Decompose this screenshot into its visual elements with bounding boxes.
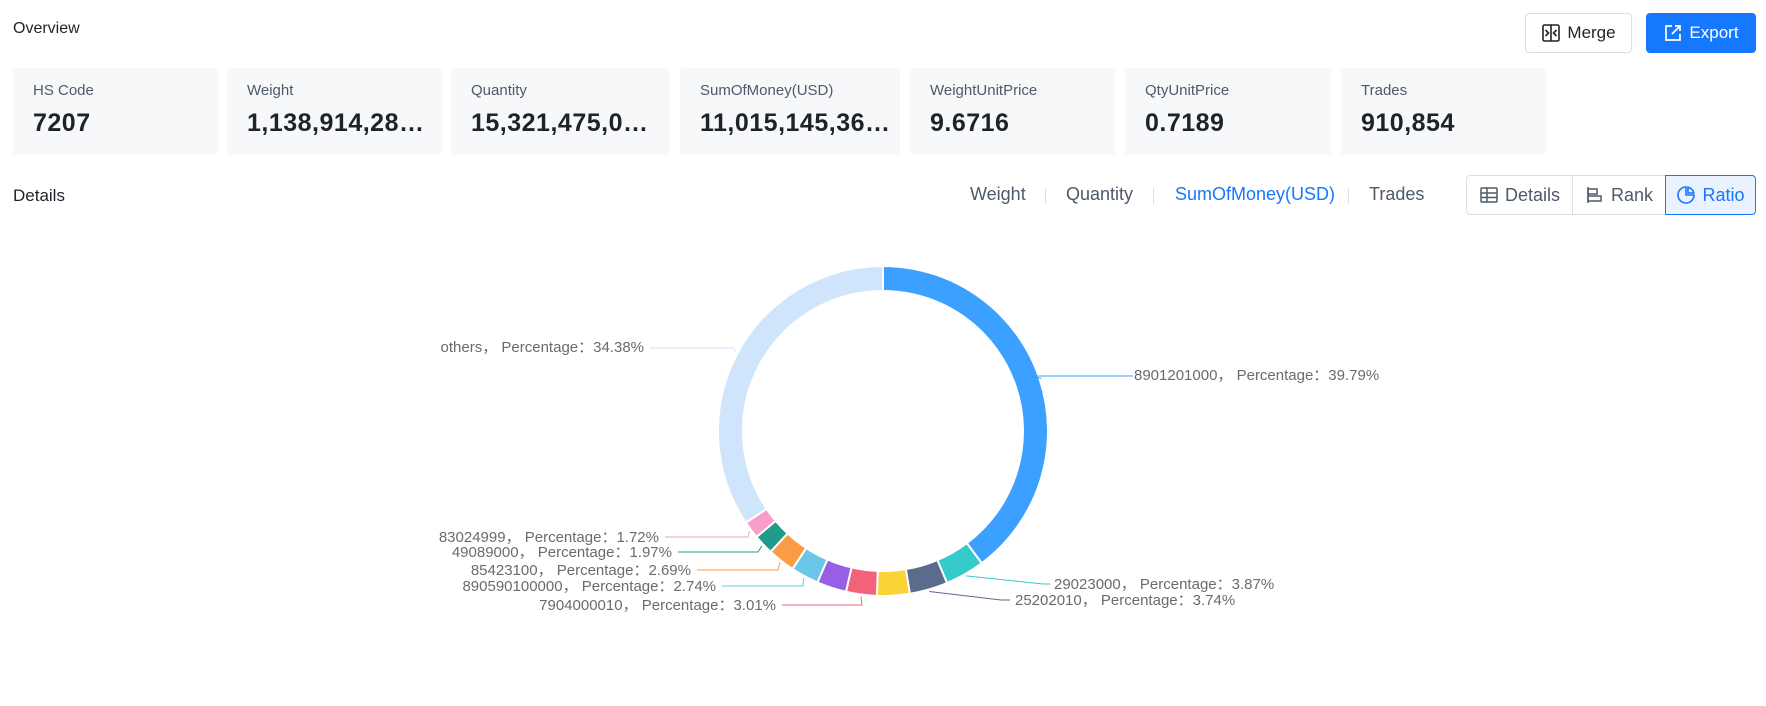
stat-value: 910,854 xyxy=(1361,109,1455,137)
stat-card-trades: Trades 910,854 xyxy=(1341,68,1546,155)
bar-rank-icon xyxy=(1587,187,1602,203)
donut-slice-unlabeled-3[interactable] xyxy=(875,567,912,597)
export-button-label: Export xyxy=(1689,23,1739,42)
ratio-donut-chart: 8901201000， Percentage：39.79% 29023000， P… xyxy=(439,264,1379,614)
tab-weight[interactable]: Weight xyxy=(970,184,1026,204)
stat-label: WeightUnitPrice xyxy=(930,82,1038,99)
tab-quantity[interactable]: Quantity xyxy=(1066,184,1134,204)
slice-label: 83024999， Percentage：1.72% xyxy=(439,529,659,546)
stat-card-weight-unit-price: WeightUnitPrice 9.6716 xyxy=(910,68,1115,155)
stat-card-hs-code: HS Code 7207 xyxy=(13,68,218,155)
stat-label: SumOfMoney(USD) xyxy=(700,82,834,99)
label-line xyxy=(722,577,805,587)
tab-trades[interactable]: Trades xyxy=(1369,184,1425,204)
label-line xyxy=(650,347,737,353)
tab-separator xyxy=(1348,188,1349,204)
slice-label: 7904000010， Percentage：3.01% xyxy=(539,597,776,614)
stat-label: Trades xyxy=(1361,82,1408,99)
label-line xyxy=(1029,375,1133,379)
slice-label: 25202010， Percentage：3.74% xyxy=(1015,592,1235,609)
view-rank-label: Rank xyxy=(1610,184,1654,205)
label-line xyxy=(697,562,781,571)
label-line xyxy=(665,531,750,538)
overview-header: Overview Merge Export xyxy=(0,0,1766,56)
slice-label: 85423100， Percentage：2.69% xyxy=(471,562,691,579)
stat-label: Quantity xyxy=(471,82,527,99)
stat-value: 0.7189 xyxy=(1145,109,1225,137)
slice-label: others， Percentage：34.38% xyxy=(441,339,644,356)
export-icon xyxy=(1665,25,1682,41)
table-icon xyxy=(1480,187,1498,203)
donut-slices xyxy=(717,264,1049,597)
slice-label: 8901201000， Percentage：39.79% xyxy=(1134,367,1379,384)
view-toggle: Details Rank Ratio xyxy=(1466,175,1756,215)
slice-label: 49089000， Percentage：1.97% xyxy=(452,544,672,561)
view-ratio-button[interactable]: Ratio xyxy=(1665,175,1756,215)
metric-tabs: Weight Quantity SumOfMoney(USD) Trades xyxy=(970,184,1430,208)
slice-label: 890590100000， Percentage：2.74% xyxy=(462,578,716,595)
label-line xyxy=(965,575,1050,585)
stat-card-weight: Weight 1,138,914,282.87 xyxy=(227,68,442,155)
stat-label: QtyUnitPrice xyxy=(1145,82,1230,99)
page-title: Overview xyxy=(13,20,80,37)
pie-icon xyxy=(1677,186,1696,204)
stat-card-qty-unit-price: QtyUnitPrice 0.7189 xyxy=(1125,68,1331,155)
label-line xyxy=(929,590,1010,601)
view-details-label: Details xyxy=(1504,184,1561,205)
view-details-button[interactable]: Details xyxy=(1467,176,1572,214)
merge-button-label: Merge xyxy=(1567,23,1616,42)
stat-card-sum-of-money: SumOfMoney(USD) 11,015,145,368.... xyxy=(680,68,900,155)
stat-value: 15,321,475,056.... xyxy=(471,109,661,137)
merge-button[interactable]: Merge xyxy=(1525,13,1632,53)
view-ratio-label: Ratio xyxy=(1702,184,1745,205)
donut-labels: 8901201000， Percentage：39.79% 29023000， P… xyxy=(439,339,1379,614)
merge-icon xyxy=(1542,24,1561,42)
label-line xyxy=(782,596,863,606)
stat-label: HS Code xyxy=(33,82,94,99)
stat-card-quantity: Quantity 15,321,475,056.... xyxy=(451,68,670,155)
stat-value: 1,138,914,282.87 xyxy=(247,109,437,137)
label-line xyxy=(678,545,763,553)
stat-value: 9.6716 xyxy=(930,109,1010,137)
view-divider xyxy=(1572,176,1573,214)
tab-sum-of-money[interactable]: SumOfMoney(USD) xyxy=(1175,184,1336,204)
donut-slice-8901201000[interactable] xyxy=(882,264,1049,565)
tab-separator xyxy=(1153,188,1154,204)
details-title: Details xyxy=(13,186,65,205)
tab-separator xyxy=(1045,188,1046,204)
donut-slice-others[interactable] xyxy=(717,264,884,525)
slice-label: 29023000， Percentage：3.87% xyxy=(1054,576,1274,593)
stat-label: Weight xyxy=(247,82,294,99)
donut-label-lines xyxy=(650,347,1133,606)
view-rank-button[interactable]: Rank xyxy=(1573,176,1665,214)
stat-value: 11,015,145,368.... xyxy=(700,109,890,137)
stat-value: 7207 xyxy=(33,109,91,137)
export-button[interactable]: Export xyxy=(1646,13,1756,53)
